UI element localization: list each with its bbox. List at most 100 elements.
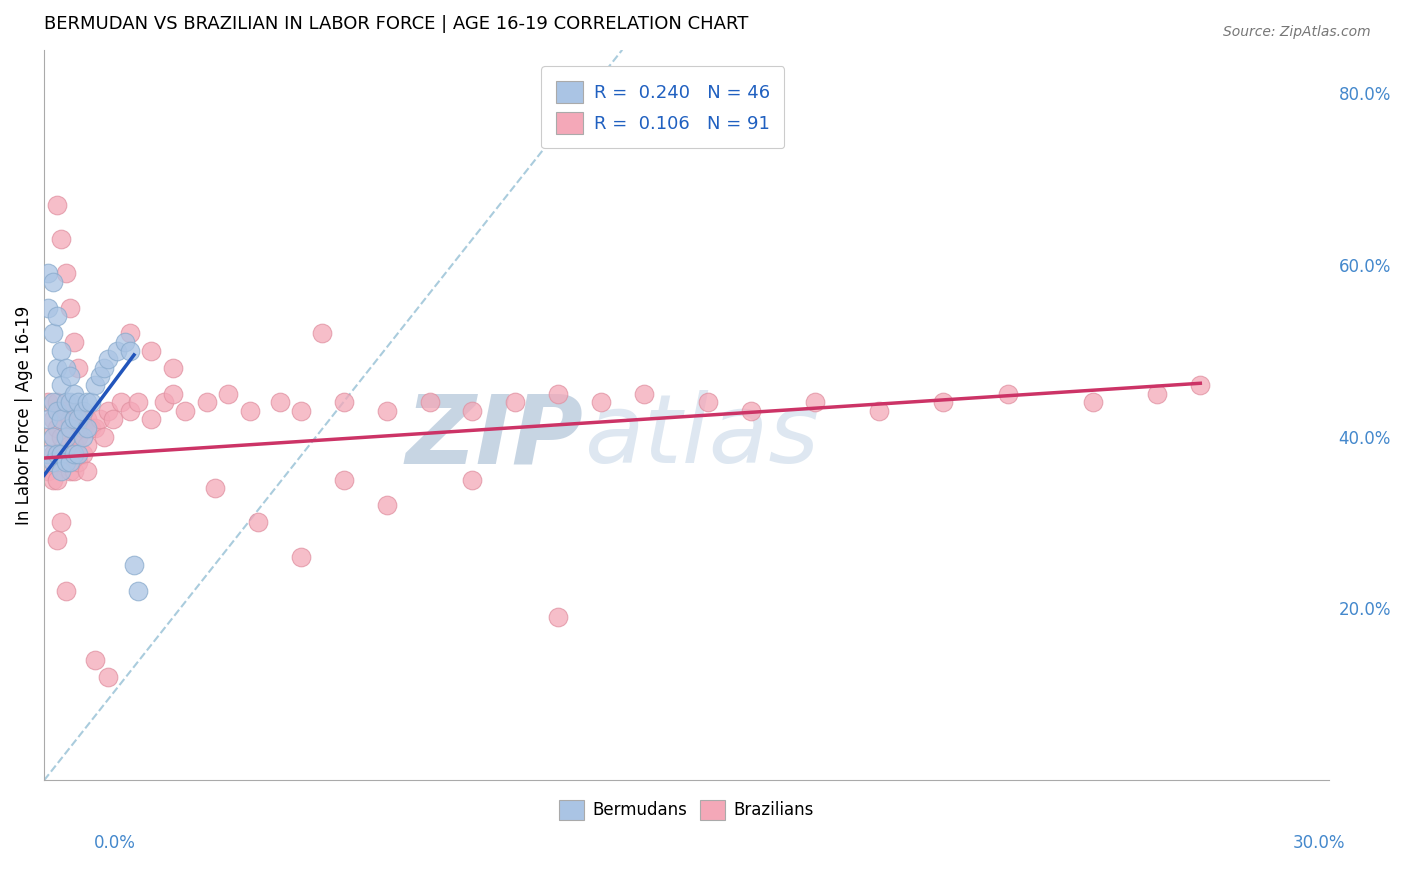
Point	[97, 670, 120, 684]
Point	[804, 395, 827, 409]
Point	[46, 447, 69, 461]
Point	[59, 301, 82, 315]
Point	[1189, 378, 1212, 392]
Point	[55, 429, 77, 443]
Point	[59, 395, 82, 409]
Point	[76, 464, 98, 478]
Point	[84, 378, 107, 392]
Point	[997, 386, 1019, 401]
Point	[290, 404, 312, 418]
Point	[37, 447, 59, 461]
Point	[72, 421, 94, 435]
Point	[76, 412, 98, 426]
Point	[51, 455, 73, 469]
Point	[59, 455, 82, 469]
Point	[375, 498, 398, 512]
Point	[63, 334, 86, 349]
Point	[55, 455, 77, 469]
Point	[59, 421, 82, 435]
Point	[51, 412, 73, 426]
Point	[51, 429, 73, 443]
Point	[239, 404, 262, 418]
Point	[633, 386, 655, 401]
Point	[868, 404, 890, 418]
Legend: Bermudans, Brazilians: Bermudans, Brazilians	[553, 793, 821, 827]
Point	[503, 395, 526, 409]
Point	[67, 395, 90, 409]
Point	[67, 360, 90, 375]
Point	[51, 378, 73, 392]
Point	[105, 343, 128, 358]
Point	[153, 395, 176, 409]
Point	[118, 326, 141, 341]
Point	[67, 455, 90, 469]
Point	[67, 447, 90, 461]
Point	[67, 412, 90, 426]
Point	[547, 386, 569, 401]
Point	[67, 404, 90, 418]
Point	[63, 464, 86, 478]
Point	[51, 343, 73, 358]
Point	[461, 404, 484, 418]
Point	[118, 343, 141, 358]
Point	[461, 473, 484, 487]
Point	[333, 395, 356, 409]
Point	[217, 386, 239, 401]
Point	[51, 447, 73, 461]
Point	[122, 558, 145, 573]
Point	[204, 481, 226, 495]
Point	[101, 412, 124, 426]
Point	[247, 516, 270, 530]
Point	[41, 326, 63, 341]
Point	[41, 455, 63, 469]
Point	[740, 404, 762, 418]
Point	[37, 395, 59, 409]
Point	[59, 438, 82, 452]
Point	[41, 395, 63, 409]
Point	[141, 343, 163, 358]
Point	[41, 429, 63, 443]
Point	[46, 473, 69, 487]
Point	[418, 395, 440, 409]
Point	[37, 266, 59, 280]
Point	[162, 360, 184, 375]
Point	[311, 326, 333, 341]
Point	[46, 421, 69, 435]
Text: BERMUDAN VS BRAZILIAN IN LABOR FORCE | AGE 16-19 CORRELATION CHART: BERMUDAN VS BRAZILIAN IN LABOR FORCE | A…	[44, 15, 748, 33]
Point	[59, 464, 82, 478]
Point	[37, 464, 59, 478]
Point	[63, 438, 86, 452]
Point	[63, 412, 86, 426]
Point	[37, 412, 59, 426]
Point	[72, 404, 94, 418]
Point	[55, 395, 77, 409]
Point	[174, 404, 197, 418]
Point	[1146, 386, 1168, 401]
Point	[89, 369, 111, 384]
Text: Source: ZipAtlas.com: Source: ZipAtlas.com	[1223, 25, 1371, 39]
Point	[97, 404, 120, 418]
Point	[114, 334, 136, 349]
Point	[51, 232, 73, 246]
Point	[375, 404, 398, 418]
Point	[547, 610, 569, 624]
Point	[59, 369, 82, 384]
Point	[46, 447, 69, 461]
Point	[55, 404, 77, 418]
Point	[55, 429, 77, 443]
Point	[195, 395, 218, 409]
Point	[51, 516, 73, 530]
Point	[76, 438, 98, 452]
Point	[141, 412, 163, 426]
Point	[269, 395, 291, 409]
Point	[110, 395, 132, 409]
Text: atlas: atlas	[583, 391, 818, 483]
Point	[46, 310, 69, 324]
Point	[55, 266, 77, 280]
Point	[76, 395, 98, 409]
Point	[46, 197, 69, 211]
Point	[72, 447, 94, 461]
Text: 30.0%: 30.0%	[1292, 834, 1346, 852]
Point	[41, 275, 63, 289]
Text: 0.0%: 0.0%	[94, 834, 136, 852]
